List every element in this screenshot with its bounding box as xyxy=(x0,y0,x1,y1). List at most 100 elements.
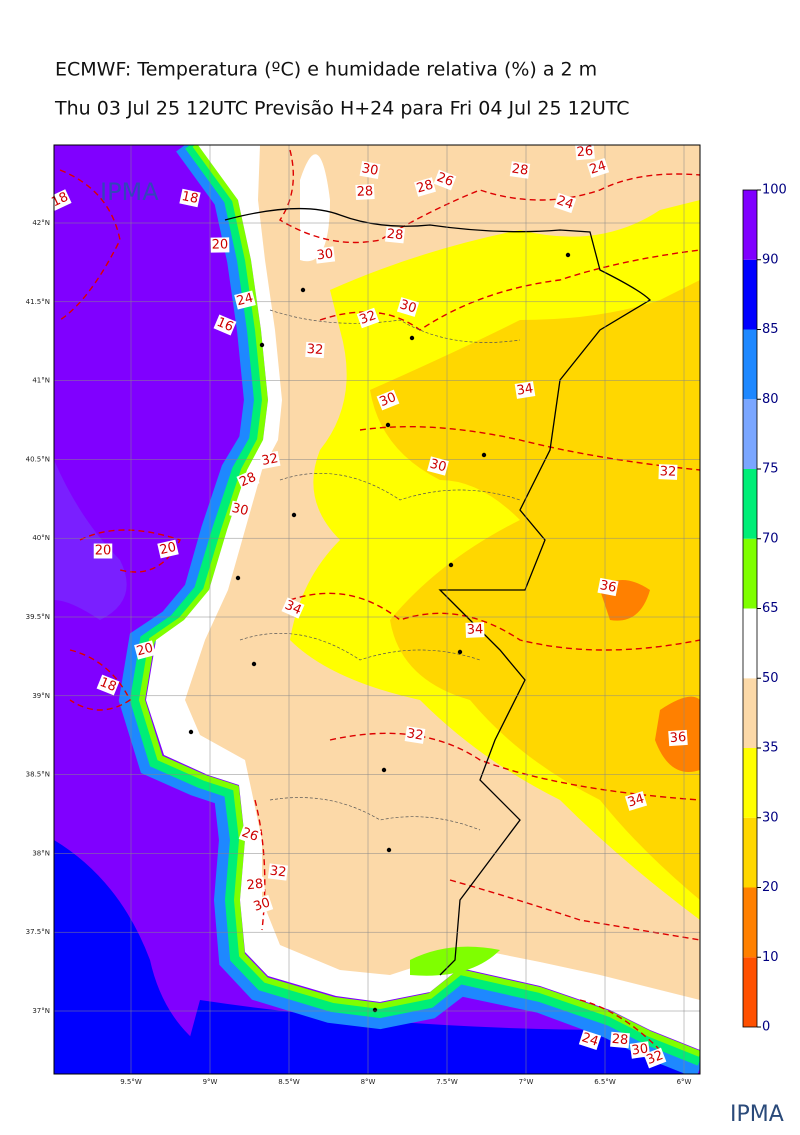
contour-label-bg xyxy=(157,539,179,559)
colorbar-segment xyxy=(743,259,757,330)
contour-label-bg xyxy=(643,1047,667,1069)
contour-label: 26 xyxy=(240,825,261,845)
contour-label-bg xyxy=(210,237,230,253)
lat-label: 40°N xyxy=(32,534,50,542)
colorbar-segment xyxy=(743,190,757,260)
lon-label: 8°W xyxy=(361,1078,376,1086)
contour-label: 28 xyxy=(511,161,529,178)
contour-label-bg xyxy=(514,381,536,399)
lat-label: 38°N xyxy=(32,849,50,857)
lat-label: 38.5°N xyxy=(26,771,50,779)
colorbar-tick-label: 80 xyxy=(762,392,779,407)
contour-label: 30 xyxy=(378,390,399,410)
lon-label: 7.5°W xyxy=(436,1078,458,1086)
colorbar-segment xyxy=(743,538,757,609)
colorbar-tick-label: 10 xyxy=(762,950,779,965)
map-frame xyxy=(53,144,701,1075)
contour-label-bg xyxy=(234,290,256,310)
contour-label-bg xyxy=(355,184,375,200)
contour-label: 28 xyxy=(415,178,435,197)
colorbar-tick-label: 85 xyxy=(762,322,779,337)
contour-label-bg xyxy=(404,726,426,744)
contour-label-bg xyxy=(281,597,305,619)
contour-label-bg xyxy=(236,469,260,491)
colorbar-tick-label: 100 xyxy=(762,183,787,198)
lat-label: 42°N xyxy=(32,219,50,227)
contour-label-bg xyxy=(259,450,281,470)
contour-label: 30 xyxy=(316,247,334,264)
contour-label-bg xyxy=(509,161,531,179)
colorbar-tick-label: 75 xyxy=(762,462,779,477)
contour-label: 32 xyxy=(260,451,279,469)
watermark-logo: IPMA xyxy=(100,178,159,206)
contour-label-bg xyxy=(267,863,289,881)
lat-label: 40.5°N xyxy=(26,455,50,463)
colorbar-tick-label: 65 xyxy=(762,601,779,616)
contour-label-bg xyxy=(244,876,266,894)
contour-label: 26 xyxy=(576,144,594,160)
contour-label: 36 xyxy=(669,730,687,746)
lat-label: 39°N xyxy=(32,692,50,700)
lat-label: 37.5°N xyxy=(26,928,50,936)
contour-label-bg xyxy=(93,543,113,559)
contour-label: 30 xyxy=(361,161,380,179)
contour-label-bg xyxy=(668,729,688,747)
colorbar-segment xyxy=(743,887,757,958)
colorbar-segment xyxy=(743,817,757,888)
map-field xyxy=(54,145,700,1074)
colorbar-tick-label: 50 xyxy=(762,671,779,686)
lat-label: 37°N xyxy=(32,1007,50,1015)
contour-label-bg xyxy=(250,894,274,916)
lon-label: 9°W xyxy=(203,1078,218,1086)
contour-label: 20 xyxy=(212,237,229,252)
contour-label-bg xyxy=(433,169,457,191)
contour-label: 32 xyxy=(306,342,324,358)
contour-label-bg xyxy=(314,246,336,264)
contour-label-bg xyxy=(305,341,325,359)
contour-label-bg xyxy=(384,226,406,244)
contour-label-bg xyxy=(575,143,595,161)
contour-label: 32 xyxy=(659,464,676,480)
contour-label: 32 xyxy=(269,864,287,881)
contour-label-bg xyxy=(376,389,400,411)
contour-label-bg xyxy=(356,307,380,329)
contour-label: 34 xyxy=(516,381,535,398)
contour-label: 28 xyxy=(246,877,264,894)
colorbar-tick-label: 0 xyxy=(762,1020,770,1035)
contour-label-bg xyxy=(597,577,619,597)
contour-label: 28 xyxy=(611,1032,629,1048)
colorbar-segment xyxy=(743,957,757,1027)
contour-label: 30 xyxy=(398,297,418,316)
lat-label: 41.5°N xyxy=(26,298,50,306)
contour-label: 26 xyxy=(435,170,456,190)
contour-label: 28 xyxy=(386,227,404,244)
contour-label: 24 xyxy=(555,193,576,213)
colorbar: 0 10 20 30 35 50 65 70 75 80 85 90 100 xyxy=(742,183,787,1035)
contour-label-bg xyxy=(179,188,201,208)
colorbar-segment xyxy=(743,329,757,400)
contour-label: 20 xyxy=(158,540,177,558)
contour-label-bg xyxy=(414,177,436,197)
contour-label-bg xyxy=(134,640,156,660)
contour-label-bg xyxy=(465,622,485,638)
contour-label-bg xyxy=(238,824,262,846)
contour-label: 18 xyxy=(49,190,70,211)
colorbar-segment xyxy=(743,678,757,748)
lon-label: 6.5°W xyxy=(594,1078,616,1086)
colorbar-segment xyxy=(743,469,757,539)
contour-label: 34 xyxy=(466,622,483,638)
subtitle: Thu 03 Jul 25 12UTC Previsão H+24 para F… xyxy=(54,98,629,120)
contour-label-bg xyxy=(359,161,381,179)
contour-label-bg xyxy=(624,791,648,811)
contour-label-bg xyxy=(553,192,577,214)
footer-logo: IPMA xyxy=(730,1102,784,1127)
colorbar-segment xyxy=(743,399,757,469)
colorbar-segment xyxy=(743,608,757,679)
colorbar-tick-label: 35 xyxy=(762,741,779,756)
contour-label: 28 xyxy=(356,184,373,200)
contour-label-bg xyxy=(586,158,610,178)
contour-label-bg xyxy=(396,297,420,317)
title: ECMWF: Temperatura (ºC) e humidade relat… xyxy=(55,59,597,81)
